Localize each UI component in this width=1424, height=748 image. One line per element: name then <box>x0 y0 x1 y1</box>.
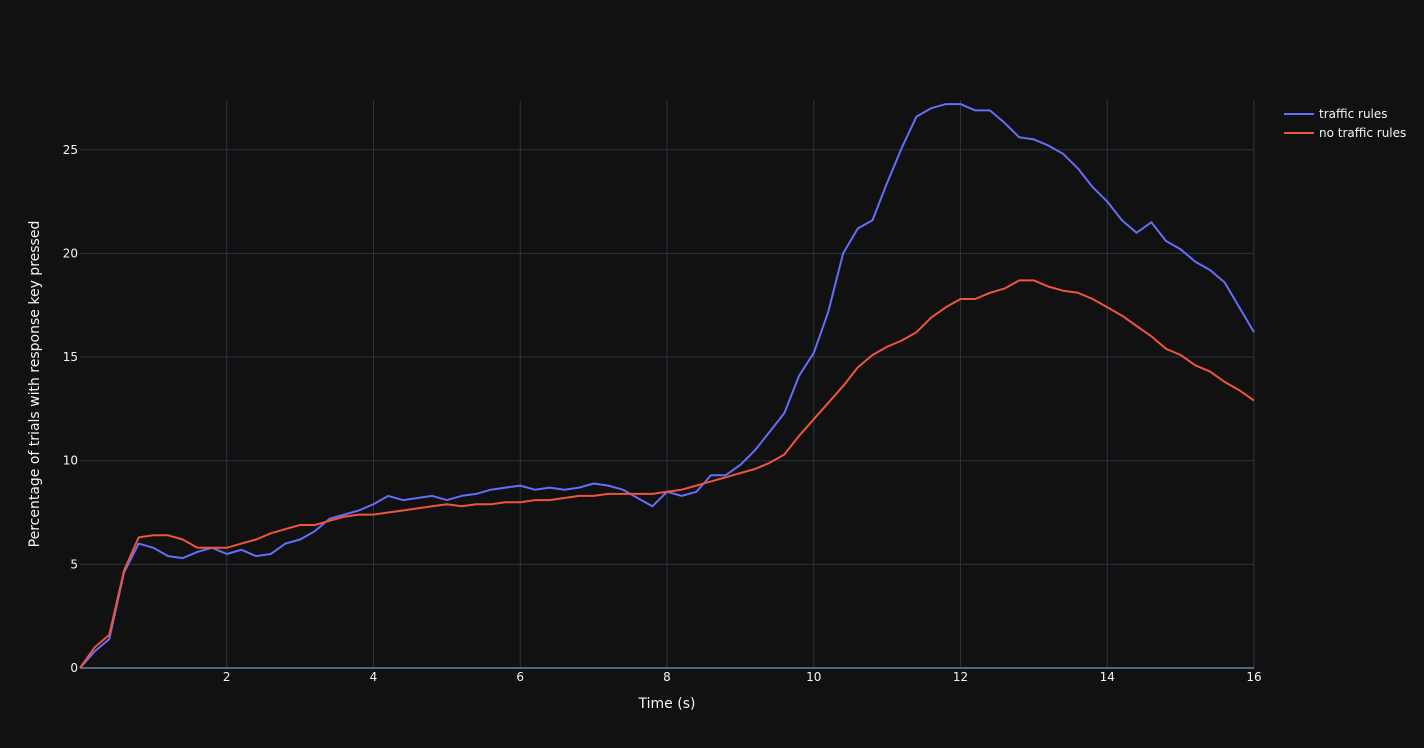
y-tick-label: 25 <box>63 143 78 157</box>
legend[interactable]: traffic rules no traffic rules <box>1284 107 1406 140</box>
x-tick-label: 2 <box>223 670 231 684</box>
tick-labels: 2 4 6 8 10 12 14 16 0 5 10 15 20 25 <box>63 143 1262 684</box>
legend-label: traffic rules <box>1319 107 1388 121</box>
y-tick-label: 5 <box>70 557 78 571</box>
y-tick-label: 10 <box>63 454 78 468</box>
x-tick-label: 14 <box>1100 670 1115 684</box>
x-tick-label: 4 <box>370 670 378 684</box>
y-tick-label: 15 <box>63 350 78 364</box>
x-tick-label: 6 <box>516 670 524 684</box>
legend-label: no traffic rules <box>1319 126 1406 140</box>
x-tick-label: 10 <box>806 670 821 684</box>
x-tick-label: 16 <box>1246 670 1261 684</box>
legend-item-1[interactable]: no traffic rules <box>1284 126 1406 140</box>
y-tick-label: 20 <box>63 246 78 260</box>
x-tick-label: 12 <box>953 670 968 684</box>
y-axis-title: Percentage of trials with response key p… <box>27 221 43 548</box>
x-axis-title: Time (s) <box>638 696 696 712</box>
series-lines <box>79 103 1255 669</box>
y-tick-label: 0 <box>70 661 78 675</box>
gridlines <box>80 100 1255 669</box>
x-tick-label: 8 <box>663 670 671 684</box>
legend-item-0[interactable]: traffic rules <box>1284 107 1388 121</box>
series-line-1 <box>79 279 1255 669</box>
